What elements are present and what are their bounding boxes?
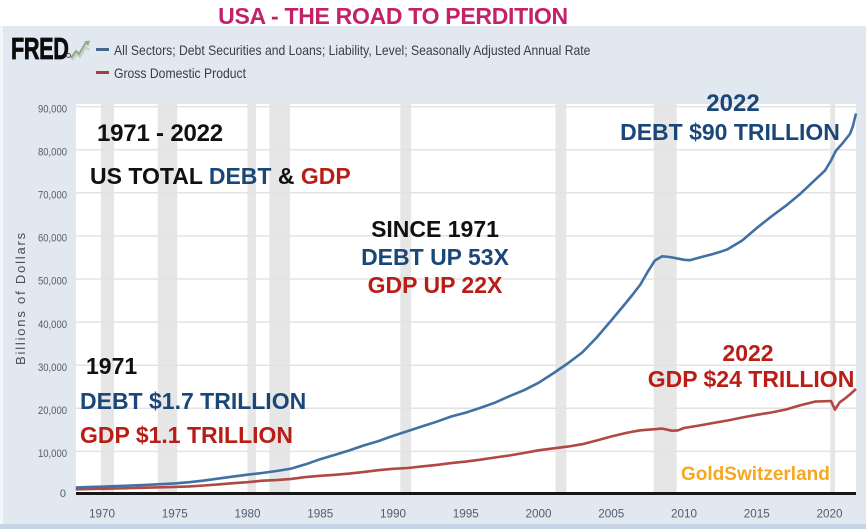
svg-text:1990: 1990 — [380, 508, 407, 521]
svg-text:1980: 1980 — [234, 508, 261, 521]
svg-text:2020: 2020 — [816, 508, 843, 521]
svg-text:Billions of Dollars: Billions of Dollars — [13, 231, 28, 365]
svg-text:90,000: 90,000 — [38, 103, 67, 115]
svg-text:40,000: 40,000 — [38, 319, 67, 331]
svg-text:10,000: 10,000 — [38, 448, 67, 460]
svg-text:1975: 1975 — [162, 508, 189, 521]
svg-text:2000: 2000 — [525, 508, 552, 521]
svg-text:70,000: 70,000 — [38, 190, 67, 202]
svg-text:20,000: 20,000 — [38, 405, 67, 417]
svg-text:2005: 2005 — [598, 508, 625, 521]
svg-text:0: 0 — [60, 488, 66, 500]
svg-text:2015: 2015 — [744, 508, 771, 521]
svg-text:30,000: 30,000 — [38, 362, 67, 374]
svg-text:1985: 1985 — [307, 508, 334, 521]
svg-text:1995: 1995 — [453, 508, 480, 521]
svg-text:80,000: 80,000 — [38, 146, 67, 158]
svg-text:60,000: 60,000 — [38, 233, 67, 245]
svg-text:2010: 2010 — [671, 508, 698, 521]
svg-text:50,000: 50,000 — [38, 276, 67, 288]
svg-text:1970: 1970 — [89, 508, 116, 521]
